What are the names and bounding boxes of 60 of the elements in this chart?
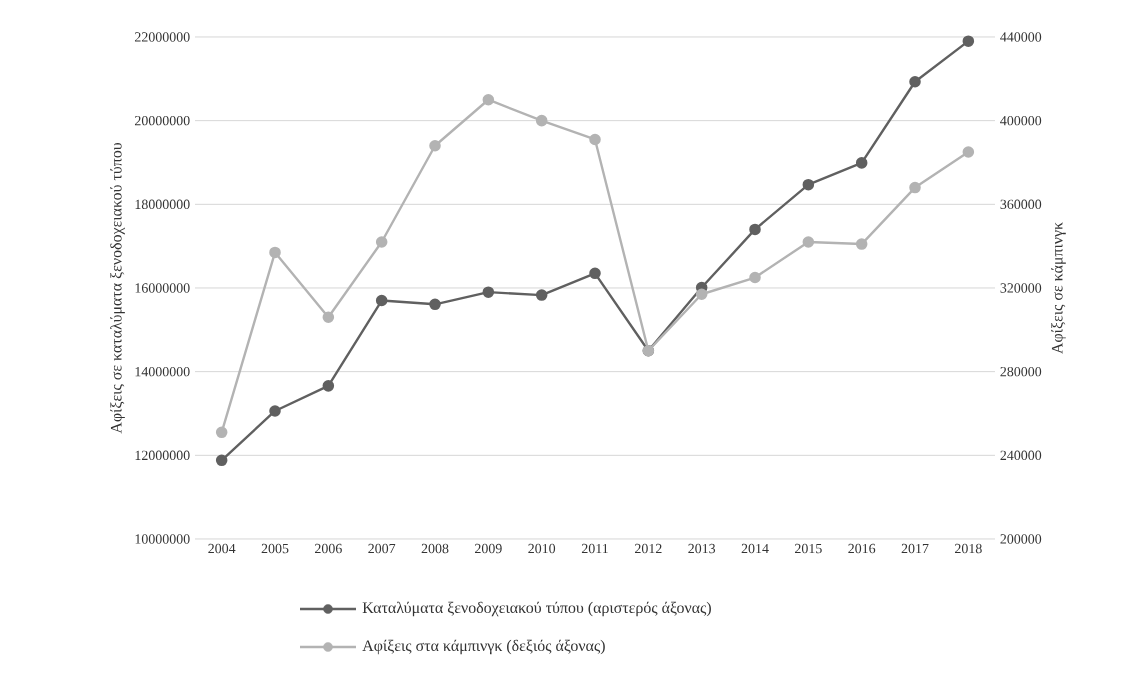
x-tick-label: 2010 xyxy=(528,543,556,554)
point xyxy=(535,289,548,301)
y-tick-label: 20000000 xyxy=(134,115,190,126)
legend-label: Αφίξεις στα κάμπινγκ (δεξιός άξονας) xyxy=(362,639,605,655)
point xyxy=(375,294,388,307)
point xyxy=(429,139,441,152)
y-tick-label: 16000000 xyxy=(135,283,190,293)
y2-tick-label: 440000 xyxy=(1000,32,1042,42)
x-tick-label: 2015 xyxy=(795,543,822,554)
point xyxy=(802,178,815,191)
x-tick-label: 2016 xyxy=(848,543,876,554)
y2-axis-title: Αφίξεις σε κάμπινγκ xyxy=(1051,222,1066,354)
x-tick-label: 2011 xyxy=(581,543,608,554)
point xyxy=(749,271,761,284)
point xyxy=(855,157,868,169)
legend-label: Καταλύματα ξενοδοχειακού τύπου (αριστερός άξονας) xyxy=(362,601,711,617)
point xyxy=(482,286,495,298)
point xyxy=(269,246,281,259)
point xyxy=(375,236,388,248)
x-tick-label: 2007 xyxy=(368,543,396,554)
x-tick-label: 2006 xyxy=(315,543,342,554)
x-tick-label: 2012 xyxy=(635,543,662,554)
x-tick-label: 2013 xyxy=(688,543,716,554)
x-tick-label: 2008 xyxy=(421,543,449,554)
y2-tick-label: 320000 xyxy=(1000,283,1042,293)
x-tick-label: 2004 xyxy=(208,543,236,554)
point xyxy=(855,238,868,250)
point xyxy=(802,236,815,248)
y2-tick-label: 360000 xyxy=(1000,199,1042,210)
y-axis-title: Αφίξεις σε καταλύματα ξενοδοχειακού τύπου xyxy=(110,142,125,434)
point xyxy=(322,380,335,392)
y-tick-label: 22000000 xyxy=(134,32,190,42)
x-tick-label: 2014 xyxy=(741,543,769,554)
point xyxy=(269,405,281,417)
point xyxy=(535,114,548,127)
y2-tick-label: 400000 xyxy=(1000,115,1042,126)
point xyxy=(322,311,335,324)
point xyxy=(215,454,228,467)
x-tick-label: 2017 xyxy=(901,543,929,554)
y2-tick-label: 240000 xyxy=(1000,450,1042,461)
y-tick-label: 12000000 xyxy=(135,450,190,461)
y-tick-label: 14000000 xyxy=(135,366,190,377)
x-tick-label: 2009 xyxy=(475,543,502,554)
point xyxy=(695,288,708,301)
point xyxy=(589,133,601,146)
point xyxy=(215,426,228,439)
x-tick-label: 2005 xyxy=(261,543,289,554)
y-tick-label: 18000000 xyxy=(135,199,190,210)
y2-tick-label: 280000 xyxy=(1000,366,1042,377)
y-tick-label: 10000000 xyxy=(135,534,190,544)
point xyxy=(962,35,975,47)
point xyxy=(429,298,441,311)
point xyxy=(909,181,921,194)
x-tick-label: 2018 xyxy=(955,543,982,554)
point xyxy=(962,146,975,158)
point xyxy=(749,223,761,236)
point xyxy=(909,75,921,88)
point xyxy=(589,267,601,280)
point xyxy=(482,93,495,106)
y2-tick-label: 200000 xyxy=(1000,534,1042,544)
